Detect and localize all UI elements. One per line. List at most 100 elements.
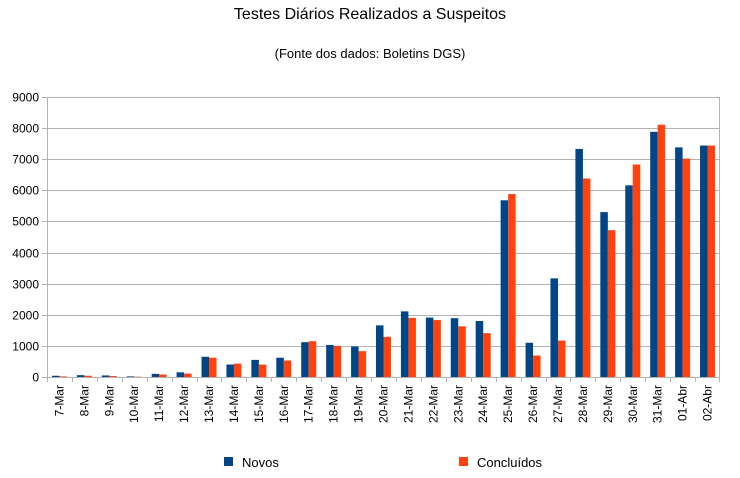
bar-novos-8 bbox=[251, 359, 259, 377]
bars bbox=[51, 124, 716, 377]
bar-concluidos-15 bbox=[433, 320, 441, 377]
bar-novos-11 bbox=[326, 344, 334, 377]
x-tick-labels: 7-Mar 8-Mar 9-Mar 10-Mar 11-Mar 12-Mar 13-Mar 1… bbox=[52, 385, 714, 423]
bar-concluidos-12 bbox=[358, 351, 367, 377]
y-tick-label: 0 bbox=[32, 371, 39, 385]
bar-novos-18 bbox=[500, 200, 509, 377]
bar-concluidos-0 bbox=[59, 376, 67, 377]
bar-concluidos-13 bbox=[383, 336, 391, 377]
bar-concluidos-26 bbox=[707, 145, 716, 377]
bar-concluidos-19 bbox=[533, 355, 541, 377]
x-tick-label: 15-Mar bbox=[252, 385, 266, 423]
bar-novos-2 bbox=[101, 375, 110, 377]
bar-novos-19 bbox=[525, 342, 534, 377]
bar-novos-24 bbox=[650, 131, 658, 377]
chart-subtitle: (Fonte dos dados: Boletins DGS) bbox=[274, 46, 466, 61]
y-tick-label: 3000 bbox=[12, 278, 39, 292]
legend-swatch-novos bbox=[224, 457, 233, 466]
x-tick-label: 16-Mar bbox=[277, 385, 291, 423]
bar-concluidos-21 bbox=[582, 178, 591, 377]
x-tick-label: 18-Mar bbox=[327, 385, 341, 423]
y-tick-label: 6000 bbox=[12, 184, 39, 198]
x-tick-label: 10-Mar bbox=[127, 385, 141, 423]
bar-concluidos-14 bbox=[408, 317, 416, 377]
y-tick-label: 1000 bbox=[12, 340, 39, 354]
x-tick-label: 31-Mar bbox=[651, 385, 665, 423]
bar-novos-20 bbox=[550, 278, 558, 377]
x-tick-label: 19-Mar bbox=[352, 385, 366, 423]
x-tick-label: 23-Mar bbox=[451, 385, 465, 423]
bar-novos-23 bbox=[625, 185, 633, 377]
y-tick-label: 7000 bbox=[12, 153, 39, 167]
x-tick-label: 11-Mar bbox=[152, 385, 166, 422]
bar-novos-12 bbox=[351, 346, 359, 377]
bar-novos-22 bbox=[600, 212, 608, 377]
bar-novos-7 bbox=[226, 364, 234, 377]
bar-novos-3 bbox=[126, 376, 135, 377]
bar-novos-4 bbox=[151, 373, 160, 377]
x-tick-label: 14-Mar bbox=[227, 385, 241, 423]
x-tick-label: 9-Mar bbox=[102, 385, 116, 416]
x-tick-label: 7-Mar bbox=[52, 385, 66, 416]
legend: Novos Concluídos bbox=[224, 455, 543, 470]
bar-concluidos-17 bbox=[483, 333, 491, 377]
bar-concluidos-11 bbox=[333, 345, 342, 377]
axes bbox=[47, 97, 720, 382]
x-tick-label: 22-Mar bbox=[426, 385, 440, 423]
x-tick-label: 29-Mar bbox=[601, 385, 615, 423]
x-tick-label: 21-Mar bbox=[401, 385, 415, 423]
x-tick-label: 28-Mar bbox=[576, 385, 590, 423]
x-tick-label: 30-Mar bbox=[626, 385, 640, 423]
bar-novos-15 bbox=[425, 317, 434, 377]
bar-novos-6 bbox=[201, 356, 210, 377]
y-tick-label: 5000 bbox=[12, 215, 39, 229]
x-tick-label: 8-Mar bbox=[77, 385, 91, 416]
legend-label-concluidos: Concluídos bbox=[477, 455, 543, 470]
bar-novos-1 bbox=[76, 375, 85, 377]
y-tick-labels: 0 1000 2000 3000 4000 5000 6000 7000 8000 9000 bbox=[12, 91, 39, 385]
bar-concluidos-6 bbox=[209, 357, 217, 377]
x-tick-label: 13-Mar bbox=[202, 385, 216, 423]
x-tick-label: 02-Abr bbox=[701, 385, 715, 421]
bar-novos-14 bbox=[400, 311, 409, 377]
y-tick-label: 8000 bbox=[12, 122, 39, 136]
bar-concluidos-20 bbox=[557, 340, 566, 377]
bar-concluidos-4 bbox=[159, 374, 167, 377]
x-tick-label: 20-Mar bbox=[377, 385, 391, 423]
x-tick-label: 24-Mar bbox=[476, 385, 490, 423]
x-tick-label: 17-Mar bbox=[302, 385, 316, 423]
bar-novos-13 bbox=[376, 325, 384, 377]
x-tick-label: 01-Abr bbox=[676, 385, 690, 421]
bar-novos-17 bbox=[475, 321, 484, 377]
bar-novos-25 bbox=[675, 147, 683, 377]
bar-concluidos-9 bbox=[283, 360, 292, 377]
bar-novos-0 bbox=[51, 375, 60, 377]
bar-concluidos-22 bbox=[607, 230, 616, 377]
bar-novos-10 bbox=[301, 342, 309, 377]
y-tick-label: 2000 bbox=[12, 309, 39, 323]
x-tick-label: 25-Mar bbox=[501, 385, 515, 423]
bar-concluidos-24 bbox=[657, 124, 666, 377]
bar-concluidos-1 bbox=[84, 375, 92, 377]
x-tick-label: 26-Mar bbox=[526, 385, 540, 423]
bar-concluidos-8 bbox=[258, 364, 267, 377]
x-tick-label: 27-Mar bbox=[551, 385, 565, 423]
bar-concluidos-5 bbox=[184, 373, 192, 377]
chart-title: Testes Diários Realizados a Suspeitos bbox=[233, 6, 507, 23]
bar-concluidos-2 bbox=[109, 376, 117, 377]
bar-novos-16 bbox=[450, 318, 459, 377]
legend-label-novos: Novos bbox=[242, 455, 279, 470]
y-tick-label: 9000 bbox=[12, 91, 39, 105]
legend-swatch-concluidos bbox=[459, 457, 468, 466]
bar-concluidos-23 bbox=[632, 164, 641, 377]
bar-concluidos-10 bbox=[308, 341, 317, 377]
y-tick-label: 4000 bbox=[12, 247, 39, 261]
bar-concluidos-16 bbox=[458, 326, 466, 377]
bar-concluidos-7 bbox=[233, 363, 242, 377]
bar-concluidos-25 bbox=[682, 158, 691, 377]
bar-novos-21 bbox=[575, 148, 583, 377]
bar-novos-9 bbox=[276, 357, 284, 377]
bar-novos-26 bbox=[700, 145, 708, 377]
bar-novos-5 bbox=[176, 372, 185, 377]
